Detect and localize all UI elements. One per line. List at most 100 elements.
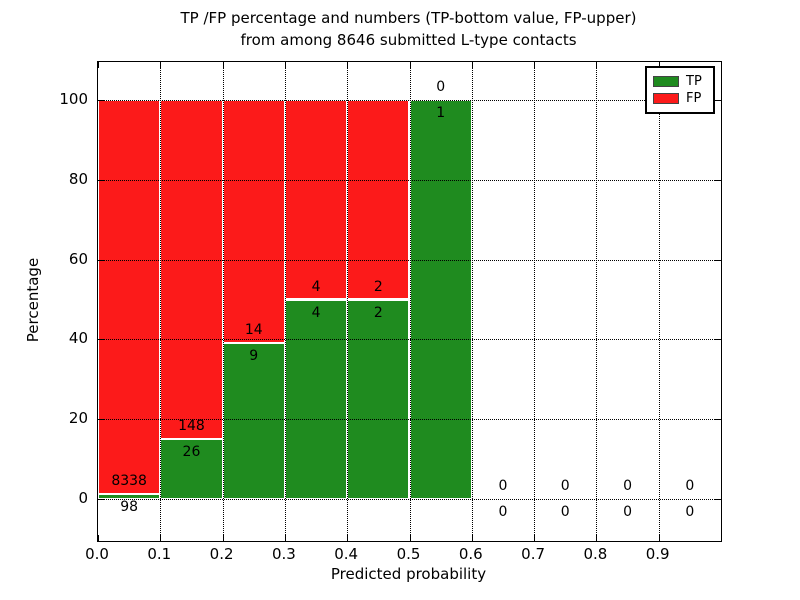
plot-area: 8338 98 148 26 14 9 4 4 2 2 0 1 0 0 0 0 0 0 0 0 <box>97 61 722 542</box>
fp-count-label: 14 <box>244 321 263 338</box>
x-tick-mark <box>160 535 162 541</box>
x-tick-label: 0.7 <box>521 545 546 563</box>
bar-fp-segment <box>160 99 223 440</box>
x-tick-label: 0.6 <box>458 545 483 563</box>
tp-count-label: 0 <box>623 504 632 521</box>
tp-count-label: 1 <box>436 104 446 121</box>
y-tick-mark <box>98 419 104 421</box>
x-tick-mark-top <box>471 62 473 68</box>
fp-count-label: 0 <box>436 78 446 95</box>
tp-count-label: 0 <box>560 504 570 521</box>
fp-count-label: 8338 <box>111 473 147 490</box>
y-tick-mark <box>98 339 104 341</box>
x-tick-label: 0.8 <box>583 545 608 563</box>
y-tick-mark <box>98 99 104 101</box>
y-tick-label: 40 <box>68 329 88 348</box>
y-tick-mark-right <box>715 179 721 181</box>
v-gridline <box>596 62 598 541</box>
x-tick-mark <box>534 535 536 541</box>
bar-tp-segment <box>284 299 348 500</box>
bar-fp-segment <box>98 99 161 495</box>
x-tick-mark <box>98 535 99 541</box>
y-tick-label: 100 <box>59 89 88 108</box>
x-tick-label: 0.0 <box>85 545 109 563</box>
legend-label-tp: TP <box>686 74 702 89</box>
y-tick-mark <box>98 179 104 181</box>
fp-count-label: 0 <box>560 478 570 495</box>
legend-label-fp: FP <box>686 91 702 106</box>
v-gridline <box>471 62 473 541</box>
y-tick-label: 0 <box>78 489 88 508</box>
fp-count-label: 4 <box>311 278 321 295</box>
fp-count-label: 2 <box>373 278 383 295</box>
x-tick-mark <box>222 535 224 541</box>
x-tick-mark <box>658 535 660 541</box>
x-tick-mark-top <box>284 62 286 68</box>
x-tick-mark-top <box>534 62 536 68</box>
x-tick-label: 0.9 <box>645 545 670 563</box>
bar-fp-segment <box>347 99 410 300</box>
legend: TP FP <box>645 66 715 114</box>
x-tick-mark <box>409 535 411 541</box>
x-tick-mark-top <box>222 62 224 68</box>
v-gridline <box>222 62 224 541</box>
tp-count-label: 9 <box>249 347 259 364</box>
x-tick-label: 0.4 <box>334 545 359 563</box>
x-axis-label: Predicted probability <box>330 565 487 583</box>
legend-swatch-tp <box>653 76 679 87</box>
y-tick-label: 80 <box>68 169 88 188</box>
tp-count-label: 0 <box>498 504 508 521</box>
bar-fp-segment <box>284 99 348 300</box>
fp-count-label: 0 <box>498 478 508 495</box>
y-tick-mark-right <box>715 339 721 341</box>
bar-tp-segment <box>409 99 472 500</box>
x-tick-mark-top <box>409 62 411 68</box>
bar-fp-segment <box>222 99 285 343</box>
y-tick-mark <box>98 499 104 501</box>
v-gridline <box>658 62 660 541</box>
x-tick-mark <box>284 535 286 541</box>
y-tick-label: 20 <box>68 409 88 428</box>
fp-count-label: 0 <box>685 478 695 495</box>
chart-subtitle: from among 8646 submitted L-type contact… <box>240 31 577 49</box>
x-tick-mark-top <box>98 62 99 68</box>
y-tick-mark <box>98 259 104 261</box>
bar-tp-segment <box>98 494 161 500</box>
tp-count-label: 0 <box>685 504 695 521</box>
legend-swatch-fp <box>653 93 679 104</box>
bar-tp-segment <box>160 439 223 500</box>
x-tick-mark-top <box>658 62 660 68</box>
bar-tp-segment <box>347 299 410 500</box>
x-tick-mark-top <box>160 62 162 68</box>
v-gridline <box>534 62 536 541</box>
legend-entry-tp: TP <box>653 73 707 90</box>
y-tick-mark-right <box>715 499 721 501</box>
chart-title: TP /FP percentage and numbers (TP-bottom… <box>180 9 637 27</box>
y-tick-mark-right <box>715 99 721 101</box>
y-tick-mark-right <box>715 259 721 261</box>
fp-count-label: 148 <box>178 418 205 435</box>
y-tick-label: 60 <box>68 249 88 268</box>
tp-count-label: 26 <box>182 444 201 461</box>
y-tick-mark-right <box>715 419 721 421</box>
x-tick-mark <box>596 535 598 541</box>
v-gridline <box>409 62 411 541</box>
bar-tp-segment <box>222 342 285 500</box>
x-tick-mark <box>347 535 349 541</box>
fp-count-label: 0 <box>623 478 632 495</box>
v-gridline <box>160 62 162 541</box>
x-tick-label: 0.1 <box>147 545 172 563</box>
tp-count-label: 98 <box>120 499 139 516</box>
legend-entry-fp: FP <box>653 90 707 107</box>
x-tick-label: 0.5 <box>396 545 421 563</box>
x-tick-mark-top <box>347 62 349 68</box>
x-tick-label: 0.2 <box>209 545 234 563</box>
tp-count-label: 4 <box>311 304 321 321</box>
x-tick-mark <box>471 535 473 541</box>
tp-count-label: 2 <box>373 304 383 321</box>
v-gridline <box>284 62 286 541</box>
v-gridline <box>347 62 349 541</box>
x-tick-mark-top <box>596 62 598 68</box>
x-tick-label: 0.3 <box>271 545 296 563</box>
